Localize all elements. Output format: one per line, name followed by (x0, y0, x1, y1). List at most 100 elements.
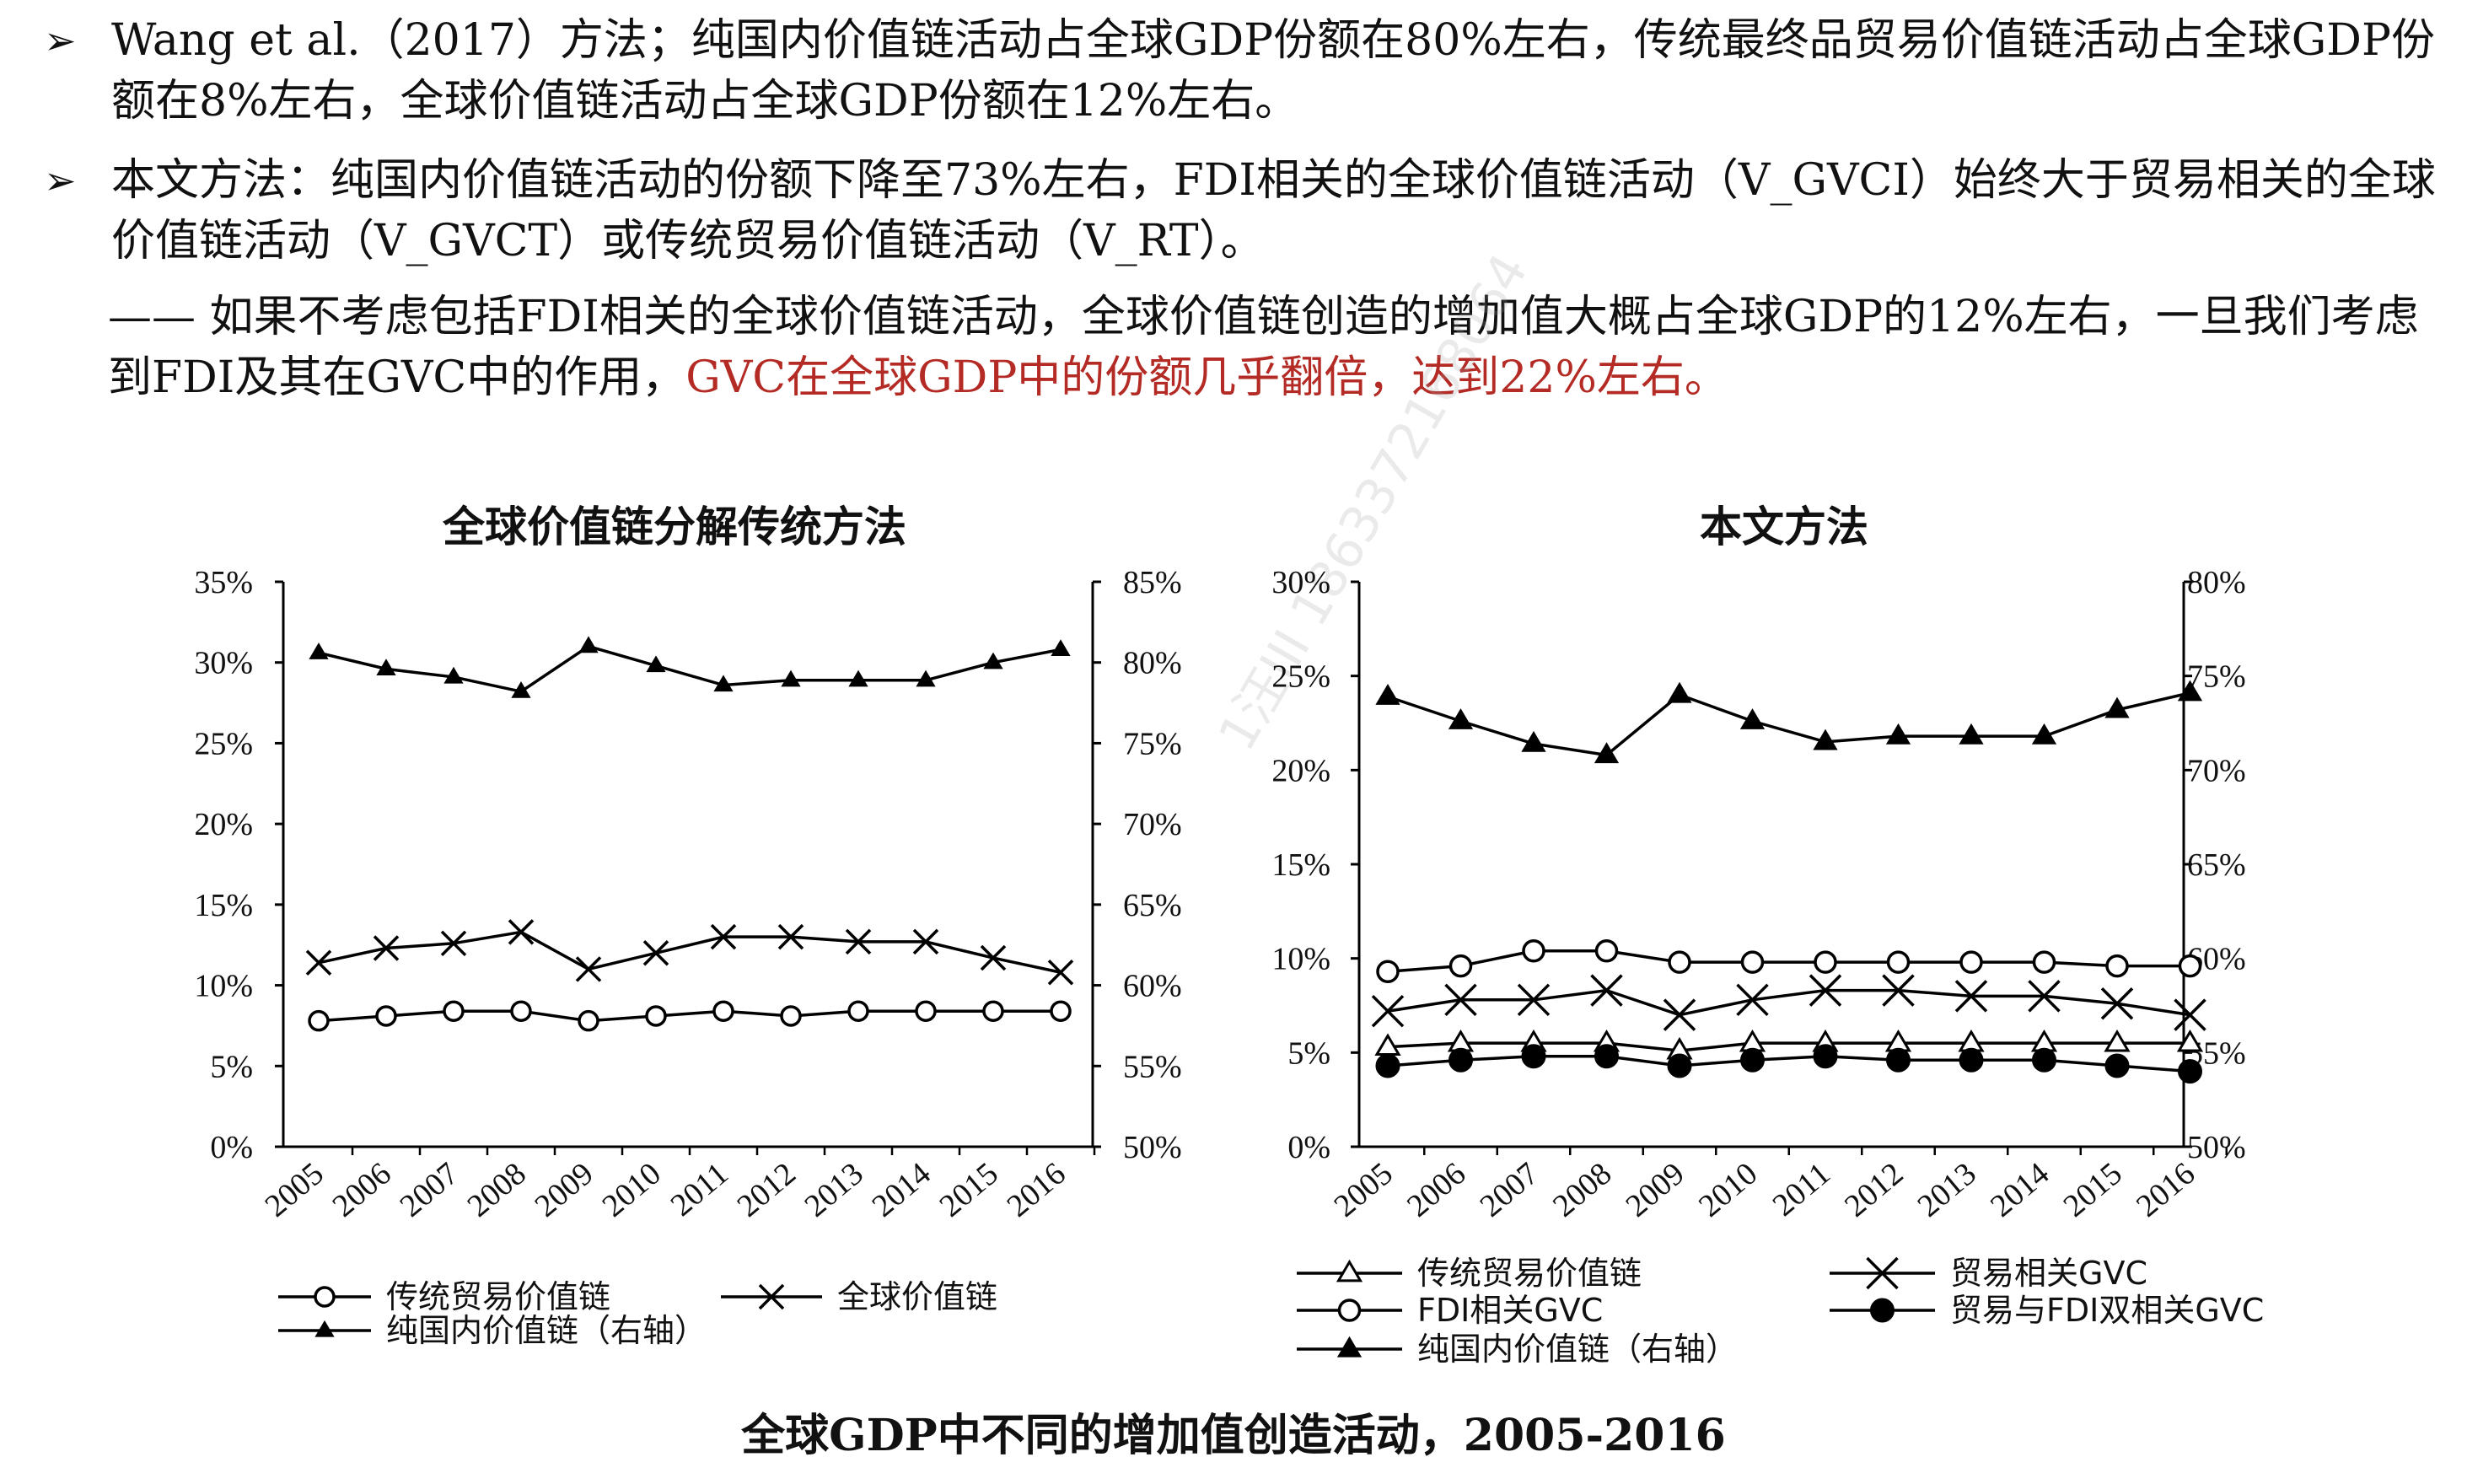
chart1-series-1-point-shape (2178, 954, 2202, 978)
chart1-x-tick-label: 2007 (1474, 1156, 1545, 1224)
chart1-series-2-point (2104, 696, 2130, 718)
chart1-series-4-point-shape (2178, 1059, 2202, 1084)
chart1-series-3-point (1736, 983, 1769, 1017)
chart0-legend-marker (314, 1286, 336, 1308)
chart0-series-1-point-stroke-b (373, 935, 400, 961)
chart1-series-4-point-shape (1886, 1047, 1911, 1073)
chart1-series-0-point (1447, 1029, 1475, 1052)
chart1-series-3-point (1882, 974, 1915, 1007)
chart1-x-tick-label: 2016 (2130, 1156, 2201, 1224)
chart1-legend-label: 贸易相关GVC (1950, 1255, 2147, 1292)
chart0-series-2-point-shape (916, 669, 936, 687)
chart1-series-3-point-stroke-b (2174, 998, 2206, 1031)
chart1-series-3-point-stroke-b (1371, 994, 1405, 1028)
chart0-series-2-point (781, 669, 801, 687)
chart1-series-1-line (1387, 949, 2190, 974)
chart1-series-4-point (1813, 1044, 1838, 1069)
chart0-left-tick-label: 5% (210, 1049, 253, 1084)
chart0-series-1-point (642, 940, 669, 966)
chart0-series-0-point-shape (375, 1005, 397, 1027)
chart1-legend-label: FDI相关GVC (1417, 1292, 1603, 1329)
chart1-right-tick-label: 70% (2187, 753, 2246, 788)
chart0-series-1-point-stroke-b (440, 930, 467, 957)
chart0-left-tick-label: 20% (194, 807, 253, 842)
chart1-series-1-point (1594, 938, 1619, 963)
chart1-series-1-point (1959, 950, 1983, 974)
chart1-series-3-point (1371, 994, 1405, 1028)
chart0-series-1-point (845, 928, 872, 955)
chart1-legend-marker (1866, 1256, 1899, 1290)
chart1-series-4-point (1521, 1044, 1546, 1069)
chart0-x-tick-label: 2007 (394, 1156, 465, 1224)
chart1-series-0-point-shape (1447, 1029, 1475, 1052)
chart1-series-3-point (1663, 998, 1696, 1031)
chart0-series-1-point (305, 949, 332, 976)
chart0-series-2-point-shape (646, 655, 666, 673)
chart0-series-0-point (915, 1000, 937, 1022)
chart0-series-2-point (376, 659, 396, 675)
chart1-left-tick-label: 20% (1271, 753, 1330, 788)
chart0-x-tick-label: 2013 (798, 1156, 870, 1224)
chart1-series-1-point (1448, 954, 1473, 978)
chart0-right-tick-label: 60% (1123, 969, 1182, 1004)
chart1-series-4-point (2104, 1053, 2130, 1078)
chart1-series-4-point (1375, 1053, 1400, 1078)
chart0-x-tick-label: 2008 (461, 1156, 533, 1224)
chart0-legend-marker-shape (314, 1286, 336, 1308)
chart1-series-4-point-shape (1375, 1053, 1400, 1078)
chart0-series-1-point (575, 956, 602, 982)
chart0-series-0-point-shape (578, 1009, 599, 1032)
chart1-series-3-line (1387, 988, 2190, 1017)
chart1-x-tick-label: 2013 (1911, 1156, 1983, 1224)
chart0-series-2-point (1051, 639, 1071, 657)
chart1-series-3-point-stroke-b (1809, 974, 1842, 1007)
chart0-x-tick-label: 2012 (731, 1156, 803, 1224)
chart1-series-3-point-stroke-b (1736, 983, 1769, 1017)
chart0-x-tick-label: 2011 (664, 1156, 735, 1223)
chart1-legend-marker-shape (1870, 1298, 1895, 1323)
chart0-legend-label: 纯国内价值链（右轴） (386, 1312, 707, 1349)
chart0-left-tick-label: 0% (210, 1130, 253, 1165)
chart0-series-2-point (646, 655, 666, 673)
chart1-series-4-point-shape (1448, 1047, 1473, 1073)
chart1-series-0-point (2176, 1029, 2204, 1052)
figure-caption: 全球GDP中不同的增加值创造活动，2005-2016 (741, 1410, 1726, 1461)
chart0-series-1-point-stroke-b (777, 923, 804, 950)
chart1-series-2-point-shape (1594, 742, 1620, 764)
chart0-series-0-point-shape (510, 1000, 532, 1022)
chart1-series-4-point-shape (1740, 1047, 1765, 1073)
chart0-series-2-point-shape (848, 669, 868, 687)
chart1-left-tick-label: 10% (1271, 942, 1330, 977)
chart1-legend-label: 纯国内价值链（右轴） (1417, 1331, 1738, 1368)
chart1-series-1-point (1814, 950, 1837, 974)
chart1-series-4-point-shape (2032, 1047, 2056, 1073)
chart1-series-4-point (2032, 1047, 2056, 1073)
chart1-series-1-point-shape (2032, 950, 2056, 974)
chart1-legend-marker (1870, 1298, 1895, 1323)
chart0-series-0-point-shape (1050, 1000, 1072, 1022)
chart0-legend-marker-stroke-b (758, 1283, 785, 1310)
chart0-series-1-point (508, 919, 535, 945)
chart1-series-3-point (1444, 983, 1477, 1017)
chart1-series-0-point-shape (1884, 1029, 1912, 1052)
chart1-left-tick-label: 0% (1287, 1130, 1330, 1165)
chart0-legend-label: 全球价值链 (837, 1278, 997, 1315)
chart0-series-1-point (912, 928, 939, 955)
chart1-series-2-point-shape (1959, 723, 1984, 745)
chart1-series-3-point (1954, 980, 1988, 1013)
bullet-arrow-icon: ➢ (44, 158, 77, 203)
chart1-x-tick-label: 2008 (1546, 1156, 1618, 1224)
chart1-series-3-point-stroke-b (2100, 987, 2134, 1020)
chart0-x-tick-label: 2015 (933, 1156, 1005, 1224)
chart0-series-0-point (982, 1000, 1004, 1022)
bullet-2: ➢ 本文方法：纯国内价值链活动的份额下降至73%左右，FDI相关的全球价值链活动… (44, 150, 2455, 272)
chart0-legend-marker (758, 1283, 785, 1310)
chart1-series-2-point (1813, 729, 1838, 750)
chart0-x-tick-label: 2006 (326, 1156, 398, 1224)
chart1-series-0-point (1739, 1029, 1766, 1052)
chart1-x-tick-label: 2005 (1328, 1156, 1400, 1224)
chart1-series-3-point (1517, 983, 1551, 1017)
chart0-series-2-point (309, 643, 329, 659)
chart0-series-1-point (710, 923, 737, 950)
